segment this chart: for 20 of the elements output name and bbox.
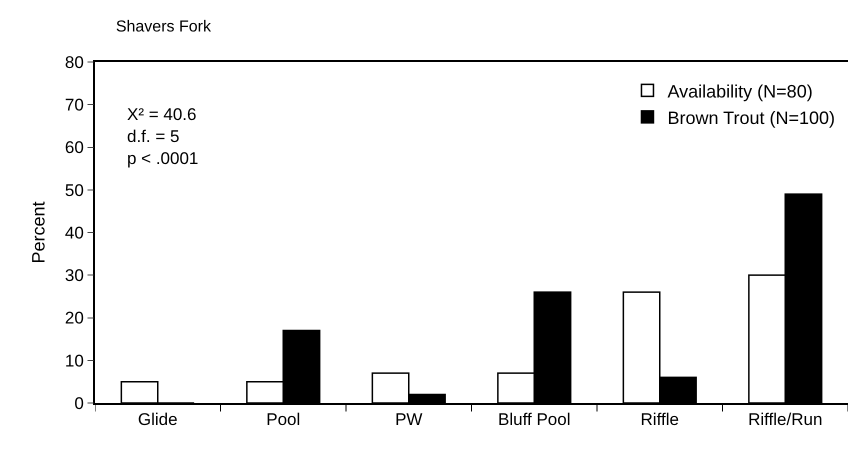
- x-tick-label: PW: [395, 410, 422, 430]
- legend-label: Brown Trout (N=100): [667, 108, 836, 128]
- y-tick-label: 50: [64, 180, 84, 200]
- annotation: X² = 40.6 d.f. = 5 p < .0001: [127, 105, 198, 168]
- y-tick-label: 40: [64, 223, 84, 242]
- x-tick-label: Bluff Pool: [498, 410, 570, 430]
- y-tick-label: 80: [64, 52, 84, 72]
- x-tick-label: Pool: [266, 410, 300, 430]
- y-tick-label: 10: [64, 351, 84, 370]
- y-tick-label: 30: [64, 266, 84, 286]
- y-tick-label: 0: [74, 394, 84, 413]
- x-tick-label: Riffle/Run: [748, 410, 822, 430]
- chart-title: Shavers Fork: [116, 18, 212, 36]
- y-tick-label: 60: [64, 138, 84, 158]
- x-tick-label: Glide: [138, 410, 178, 430]
- y-axis-title: Percent: [28, 201, 49, 264]
- legend-label: Availability (N=80): [667, 81, 813, 102]
- y-tick-label: 70: [64, 96, 84, 115]
- y-tick-label: 20: [64, 308, 84, 328]
- x-tick-label: Riffle: [640, 410, 679, 430]
